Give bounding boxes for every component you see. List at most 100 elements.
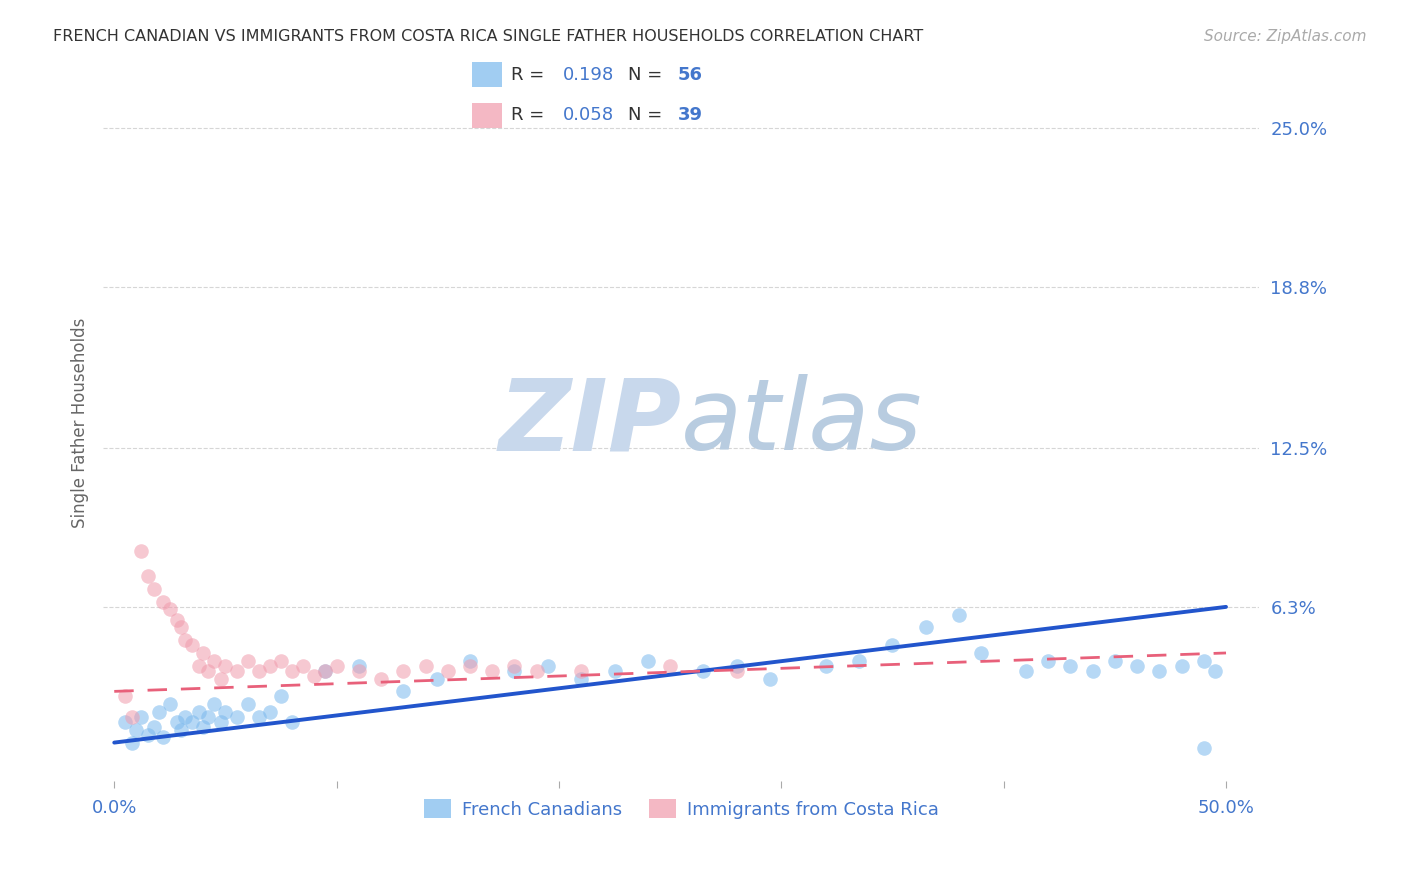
Point [281, 664, 304, 678]
Point [436, 664, 458, 678]
Point [181, 638, 204, 652]
Point [759, 672, 782, 686]
Point [814, 658, 837, 673]
Point [1170, 658, 1192, 673]
Text: FRENCH CANADIAN VS IMMIGRANTS FROM COSTA RICA SINGLE FATHER HOUSEHOLDS CORRELATI: FRENCH CANADIAN VS IMMIGRANTS FROM COSTA… [53, 29, 924, 44]
Point [1149, 664, 1171, 678]
Text: N =: N = [628, 66, 662, 84]
Text: 39: 39 [678, 106, 703, 124]
Point [148, 705, 170, 719]
Point [914, 620, 936, 634]
Point [882, 638, 904, 652]
Point [692, 664, 714, 678]
Text: atlas: atlas [682, 374, 922, 471]
Point [259, 705, 281, 719]
Point [1192, 740, 1215, 755]
Point [187, 658, 209, 673]
Point [143, 582, 166, 596]
Point [292, 658, 315, 673]
Text: R =: R = [510, 66, 544, 84]
Point [121, 710, 143, 724]
Point [209, 715, 232, 730]
Point [202, 697, 225, 711]
Point [314, 664, 336, 678]
Point [170, 620, 193, 634]
Point [181, 715, 204, 730]
Point [259, 658, 281, 673]
Point [603, 664, 626, 678]
Point [209, 672, 232, 686]
Point [569, 672, 592, 686]
Y-axis label: Single Father Households: Single Father Households [72, 318, 89, 528]
Point [314, 664, 336, 678]
Point [166, 613, 188, 627]
Point [1036, 654, 1059, 668]
Point [270, 654, 292, 668]
Point [1204, 664, 1226, 678]
Point [121, 735, 143, 749]
Point [347, 658, 370, 673]
Point [236, 697, 259, 711]
Text: N =: N = [628, 106, 662, 124]
Point [503, 658, 526, 673]
Point [526, 664, 548, 678]
Point [481, 664, 503, 678]
Point [304, 669, 326, 683]
Point [347, 664, 370, 678]
Point [1104, 654, 1126, 668]
Point [458, 658, 481, 673]
Legend: French Canadians, Immigrants from Costa Rica: French Canadians, Immigrants from Costa … [416, 792, 946, 826]
Text: 0.198: 0.198 [562, 66, 614, 84]
Point [270, 690, 292, 704]
Point [129, 710, 152, 724]
Bar [472, 103, 502, 128]
Point [281, 715, 304, 730]
Point [197, 710, 219, 724]
Point [659, 658, 682, 673]
Point [166, 715, 188, 730]
Point [426, 672, 449, 686]
Point [193, 646, 215, 660]
Point [970, 646, 993, 660]
Point [1126, 658, 1149, 673]
Point [1192, 654, 1215, 668]
Point [174, 633, 197, 648]
Text: 0.058: 0.058 [562, 106, 614, 124]
Point [170, 723, 193, 737]
Point [458, 654, 481, 668]
Point [225, 710, 247, 724]
Bar [472, 62, 502, 87]
Point [152, 731, 174, 745]
Point [247, 664, 270, 678]
Point [392, 684, 415, 698]
Point [197, 664, 219, 678]
Point [1059, 658, 1081, 673]
Point [848, 654, 870, 668]
Point [174, 710, 197, 724]
Point [392, 664, 415, 678]
Point [159, 697, 181, 711]
Point [202, 654, 225, 668]
Point [214, 705, 236, 719]
Point [503, 664, 526, 678]
Point [370, 672, 392, 686]
Text: 56: 56 [678, 66, 703, 84]
Point [725, 664, 748, 678]
Point [325, 658, 347, 673]
Point [537, 658, 560, 673]
Point [1015, 664, 1038, 678]
Point [114, 715, 136, 730]
Point [214, 658, 236, 673]
Point [415, 658, 437, 673]
Point [948, 607, 970, 622]
Text: ZIP: ZIP [498, 374, 682, 471]
Text: R =: R = [510, 106, 544, 124]
Point [569, 664, 592, 678]
Point [125, 723, 148, 737]
Text: Source: ZipAtlas.com: Source: ZipAtlas.com [1204, 29, 1367, 44]
Point [725, 658, 748, 673]
Point [114, 690, 136, 704]
Point [236, 654, 259, 668]
Point [129, 543, 152, 558]
Point [637, 654, 659, 668]
